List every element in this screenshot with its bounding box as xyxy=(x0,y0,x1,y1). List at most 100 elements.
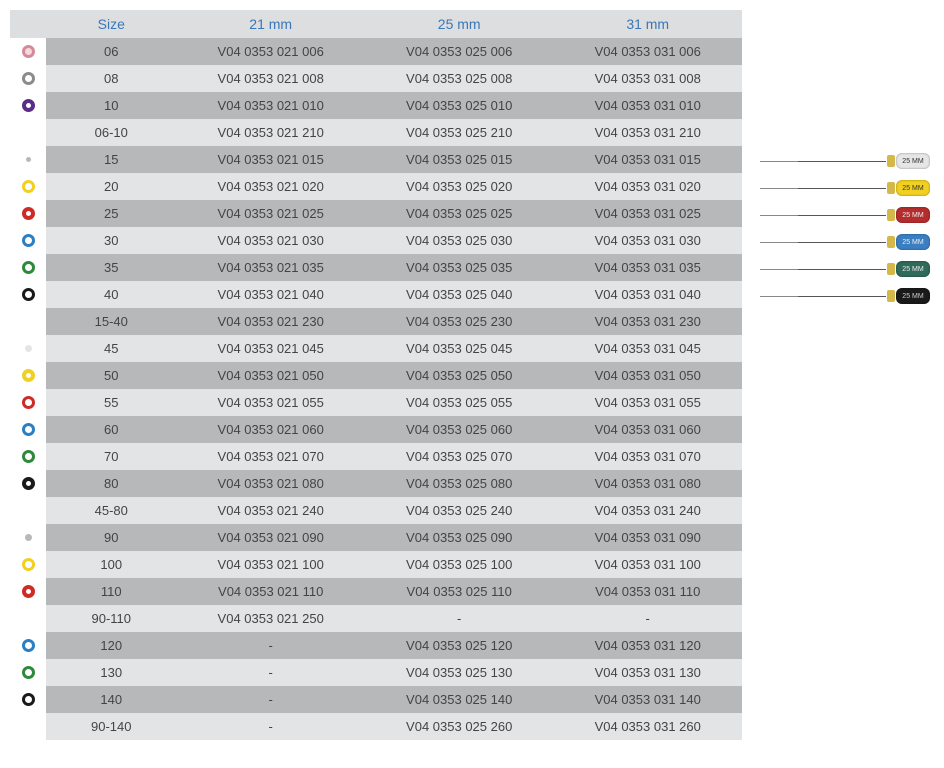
product-code: V04 0353 021 040 xyxy=(176,281,365,308)
table-row: 80V04 0353 021 080V04 0353 025 080V04 03… xyxy=(10,470,742,497)
product-code: V04 0353 031 240 xyxy=(553,497,742,524)
color-ring-icon xyxy=(22,261,35,274)
color-ring-cell xyxy=(10,524,46,551)
product-code: V04 0353 031 025 xyxy=(553,200,742,227)
product-code: V04 0353 031 070 xyxy=(553,443,742,470)
table-row: 30V04 0353 021 030V04 0353 025 030V04 03… xyxy=(10,227,742,254)
product-code: V04 0353 021 110 xyxy=(176,578,365,605)
file-handle: 25 MM xyxy=(896,261,930,277)
product-code: V04 0353 031 006 xyxy=(553,38,742,65)
product-code: V04 0353 031 260 xyxy=(553,713,742,740)
product-code: V04 0353 021 035 xyxy=(176,254,365,281)
product-code: V04 0353 025 260 xyxy=(365,713,554,740)
color-ring-cell xyxy=(10,146,46,173)
size-value: 35 xyxy=(46,254,176,281)
table-row: 15-40V04 0353 021 230V04 0353 025 230V04… xyxy=(10,308,742,335)
table-row: 50V04 0353 021 050V04 0353 025 050V04 03… xyxy=(10,362,742,389)
table-row: 140-V04 0353 025 140V04 0353 031 140 xyxy=(10,686,742,713)
table-row: 110V04 0353 021 110V04 0353 025 110V04 0… xyxy=(10,578,742,605)
color-ring-icon xyxy=(22,207,35,220)
color-ring-cell xyxy=(10,119,46,146)
color-ring-icon xyxy=(22,450,35,463)
product-code: V04 0353 021 050 xyxy=(176,362,365,389)
table-row: 08V04 0353 021 008V04 0353 025 008V04 03… xyxy=(10,65,742,92)
color-ring-icon xyxy=(22,477,35,490)
size-value: 10 xyxy=(46,92,176,119)
color-ring-icon xyxy=(22,666,35,679)
product-code: V04 0353 031 210 xyxy=(553,119,742,146)
size-value: 06-10 xyxy=(46,119,176,146)
product-code: V04 0353 031 040 xyxy=(553,281,742,308)
file-handle: 25 MM xyxy=(896,180,930,196)
size-value: 55 xyxy=(46,389,176,416)
table-row: 55V04 0353 021 055V04 0353 025 055V04 03… xyxy=(10,389,742,416)
file-needle-icon xyxy=(760,296,886,297)
color-ring-cell xyxy=(10,659,46,686)
color-ring-icon xyxy=(22,288,35,301)
size-value: 80 xyxy=(46,470,176,497)
product-code: V04 0353 025 140 xyxy=(365,686,554,713)
product-code: V04 0353 025 025 xyxy=(365,200,554,227)
color-ring-icon xyxy=(22,369,35,382)
file-needle-icon xyxy=(760,188,886,189)
size-value: 120 xyxy=(46,632,176,659)
table-row: 90-110V04 0353 021 250-- xyxy=(10,605,742,632)
color-ring-icon xyxy=(22,45,35,58)
color-ring-cell xyxy=(10,551,46,578)
color-ring-icon xyxy=(22,396,35,409)
color-ring-cell xyxy=(10,65,46,92)
file-needle-icon xyxy=(760,161,886,162)
product-code: V04 0353 021 020 xyxy=(176,173,365,200)
size-value: 08 xyxy=(46,65,176,92)
size-value: 50 xyxy=(46,362,176,389)
product-code: V04 0353 031 080 xyxy=(553,470,742,497)
product-code: V04 0353 031 120 xyxy=(553,632,742,659)
product-code: - xyxy=(176,632,365,659)
file-stopper-icon xyxy=(887,290,895,302)
product-code: V04 0353 025 210 xyxy=(365,119,554,146)
color-ring-cell xyxy=(10,497,46,524)
product-code: V04 0353 021 025 xyxy=(176,200,365,227)
product-code: V04 0353 031 110 xyxy=(553,578,742,605)
product-code: - xyxy=(553,605,742,632)
product-code: V04 0353 021 015 xyxy=(176,146,365,173)
table-row: 100V04 0353 021 100V04 0353 025 100V04 0… xyxy=(10,551,742,578)
color-ring-cell xyxy=(10,416,46,443)
size-value: 60 xyxy=(46,416,176,443)
color-ring-cell xyxy=(10,335,46,362)
table-row: 06-10V04 0353 021 210V04 0353 025 210V04… xyxy=(10,119,742,146)
product-code: V04 0353 025 030 xyxy=(365,227,554,254)
product-code: - xyxy=(176,659,365,686)
product-code: V04 0353 031 230 xyxy=(553,308,742,335)
product-code: V04 0353 031 055 xyxy=(553,389,742,416)
product-code: V04 0353 025 100 xyxy=(365,551,554,578)
product-code: V04 0353 031 008 xyxy=(553,65,742,92)
header-length: 21 mm xyxy=(176,10,365,38)
product-code: V04 0353 025 240 xyxy=(365,497,554,524)
color-ring-cell xyxy=(10,578,46,605)
color-ring-cell xyxy=(10,389,46,416)
color-ring-icon xyxy=(22,153,35,166)
product-code: V04 0353 021 070 xyxy=(176,443,365,470)
product-code: - xyxy=(176,686,365,713)
product-code: V04 0353 031 020 xyxy=(553,173,742,200)
header-icon xyxy=(10,10,46,38)
file-handle: 25 MM xyxy=(896,234,930,250)
product-code: V04 0353 021 090 xyxy=(176,524,365,551)
table-row: 60V04 0353 021 060V04 0353 025 060V04 03… xyxy=(10,416,742,443)
file-needle-icon xyxy=(760,215,886,216)
color-ring-icon xyxy=(22,234,35,247)
file-instrument: 25 MM xyxy=(760,175,930,201)
product-code: V04 0353 025 070 xyxy=(365,443,554,470)
product-code: V04 0353 021 055 xyxy=(176,389,365,416)
color-ring-icon xyxy=(22,99,35,112)
product-code: V04 0353 021 240 xyxy=(176,497,365,524)
product-code: V04 0353 025 060 xyxy=(365,416,554,443)
table-row: 90V04 0353 021 090V04 0353 025 090V04 03… xyxy=(10,524,742,551)
product-code: V04 0353 025 020 xyxy=(365,173,554,200)
table-row: 40V04 0353 021 040V04 0353 025 040V04 03… xyxy=(10,281,742,308)
product-code: V04 0353 021 010 xyxy=(176,92,365,119)
color-ring-icon xyxy=(22,72,35,85)
product-code: V04 0353 031 045 xyxy=(553,335,742,362)
product-code: V04 0353 025 035 xyxy=(365,254,554,281)
